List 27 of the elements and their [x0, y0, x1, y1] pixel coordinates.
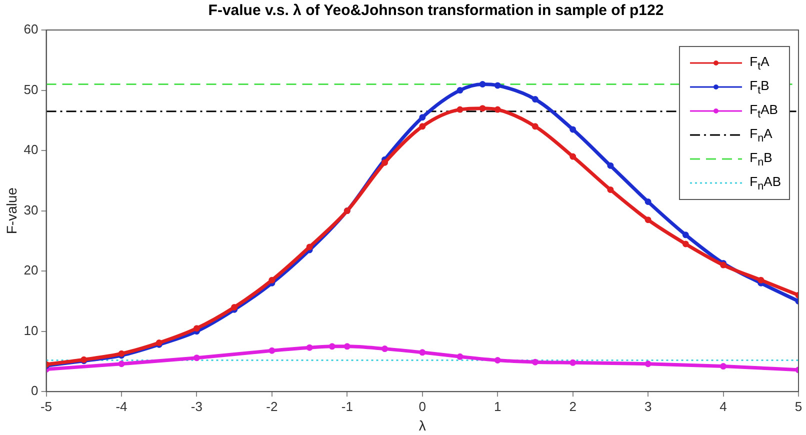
- x-tick-label: 0: [418, 398, 426, 414]
- x-tick-label: 4: [720, 398, 727, 414]
- y-axis-title: F-value: [3, 187, 20, 234]
- x-tick-label: 3: [644, 398, 652, 414]
- legend-label: F$_{n}$B: [750, 150, 772, 168]
- y-tick-label: 40: [24, 142, 38, 158]
- y-tick-label: 60: [24, 22, 38, 37]
- x-tick-label: -3: [190, 398, 202, 414]
- x-tick-label: -5: [40, 398, 52, 414]
- legend-label: F$_{t}$AB: [750, 102, 778, 120]
- y-tick-label: 10: [24, 322, 38, 338]
- y-tick-label: 50: [24, 82, 38, 97]
- y-tick-label: 20: [24, 262, 38, 278]
- x-tick-label: -4: [116, 398, 128, 414]
- y-tick-label: 30: [24, 202, 38, 218]
- legend-label: F$_{n}$A: [750, 126, 772, 144]
- legend-label: F$_{t}$A: [750, 54, 770, 72]
- chart-title: F-value v.s. λ of Yeo&Johnson transformation in sample of p122: [207, 2, 665, 19]
- legend-label: F$_{n}$AB: [750, 174, 781, 192]
- x-tick-label: -2: [266, 398, 278, 414]
- x-tick-label: 2: [569, 398, 576, 414]
- x-axis-title: λ: [418, 417, 426, 434]
- y-tick-label: 0: [31, 383, 38, 398]
- legend-label: F$_{t}$B: [750, 78, 770, 96]
- x-tick-label: 5: [794, 398, 802, 414]
- x-tick-label: -1: [341, 398, 353, 414]
- x-tick-label: 1: [494, 398, 502, 414]
